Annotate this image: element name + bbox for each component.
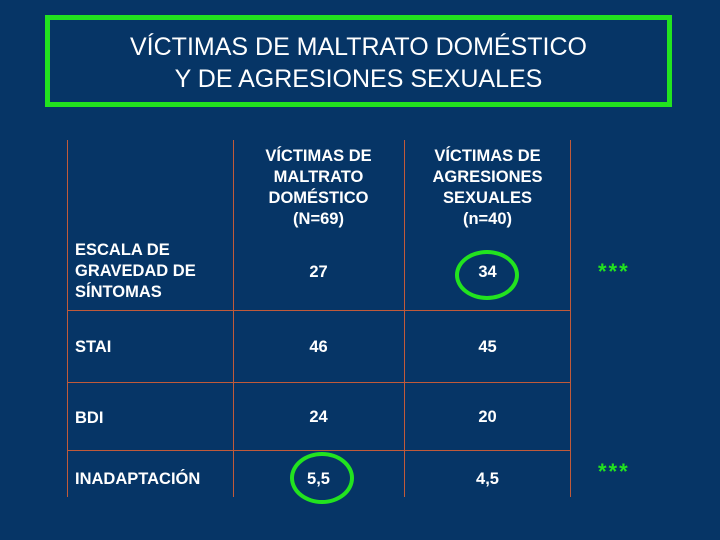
grid-hline-2: [67, 382, 571, 383]
header-line: (N=69): [293, 210, 344, 228]
row-label-line: ESCALA DE: [75, 241, 170, 259]
row-label-inadaptacion: INADAPTACIÓN: [75, 469, 200, 490]
header-line: SEXUALES: [443, 189, 532, 207]
row-label-bdi: BDI: [75, 408, 103, 429]
significance-marker: ***: [598, 259, 630, 284]
cell-stai-maltrato: 46: [309, 338, 328, 356]
cell-bdi-agresiones: 20: [478, 408, 497, 426]
header-line: (n=40): [462, 210, 513, 228]
title-line-2: Y DE AGRESIONES SEXUALES: [174, 65, 543, 93]
header-line: AGRESIONES: [432, 168, 543, 186]
cell-bdi-maltrato: 24: [309, 408, 328, 426]
cell-inadaptacion-agresiones: 4,5: [476, 470, 499, 488]
header-line: VÍCTIMAS DE: [265, 147, 372, 165]
cell-escala-agresiones: 34: [478, 263, 497, 281]
header-line: DOMÉSTICO: [268, 189, 369, 207]
row-label-line: BDI: [75, 409, 104, 427]
cell-escala-maltrato: 27: [309, 263, 328, 281]
grid-vline-col2: [404, 140, 405, 497]
row-label-line: INADAPTACIÓN: [75, 470, 201, 488]
row-label-stai: STAI: [75, 337, 111, 358]
row-label-escala: ESCALA DE GRAVEDAD DE SÍNTOMAS: [75, 240, 196, 303]
row-label-line: GRAVEDAD DE: [75, 262, 196, 280]
column-header-agresiones: VÍCTIMAS DE AGRESIONES SEXUALES (n=40): [406, 146, 569, 230]
row-label-line: SÍNTOMAS: [75, 283, 162, 301]
grid-vline-left: [67, 140, 68, 497]
highlight-circle: [290, 452, 354, 504]
grid-hline-1: [67, 310, 571, 311]
grid-hline-3: [67, 450, 571, 451]
title-line-1: VÍCTIMAS DE MALTRATO DOMÉSTICO: [130, 33, 587, 61]
column-header-maltrato: VÍCTIMAS DE MALTRATO DOMÉSTICO (N=69): [236, 146, 401, 230]
grid-vline-right: [570, 140, 571, 497]
cell-stai-agresiones: 45: [478, 338, 497, 356]
row-label-line: STAI: [75, 338, 112, 356]
cell-inadaptacion-maltrato: 5,5: [307, 470, 330, 488]
grid-vline-col1: [233, 140, 234, 497]
header-line: MALTRATO: [273, 168, 364, 186]
header-line: VÍCTIMAS DE: [434, 147, 541, 165]
highlight-circle: [455, 250, 519, 300]
title-box: VÍCTIMAS DE MALTRATO DOMÉSTICO Y DE AGRE…: [45, 15, 672, 107]
significance-marker: ***: [598, 459, 630, 484]
